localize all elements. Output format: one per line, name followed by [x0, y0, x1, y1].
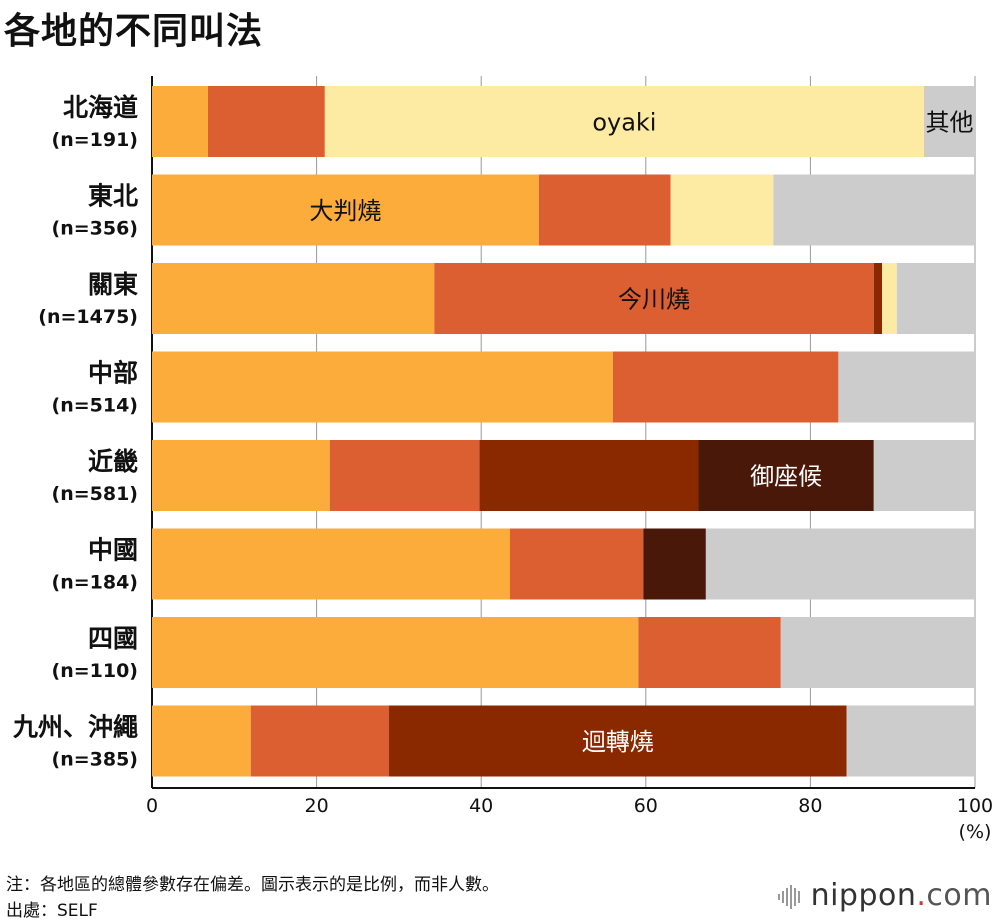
bar-segment — [434, 263, 874, 334]
category-name: 中國 — [88, 536, 138, 565]
bar-segment — [152, 440, 330, 511]
category-name: 近畿 — [88, 447, 138, 476]
brand-mark-icon — [777, 884, 800, 909]
bar-segment — [152, 86, 208, 157]
x-tick-label: 40 — [469, 795, 493, 817]
bar-segment — [643, 528, 706, 600]
bar-annotation: 其他 — [925, 109, 973, 137]
bar-segment — [538, 174, 671, 246]
bar-annotation: 御座候 — [750, 463, 822, 491]
bar-segment — [152, 528, 511, 600]
category-name: 中部 — [88, 359, 138, 388]
bar-segment — [152, 617, 639, 688]
bars — [152, 86, 975, 777]
bar-segment — [780, 617, 975, 688]
brand-suffix: com — [926, 878, 992, 913]
category-name: 九州、沖繩 — [12, 713, 138, 742]
x-axis-unit-label: (%) — [959, 821, 992, 843]
bar-annotation: 今川燒 — [618, 286, 690, 314]
x-tick-label: 100 — [957, 795, 993, 817]
category-name: 東北 — [88, 182, 138, 211]
bar-segment — [873, 440, 975, 511]
bar-segment — [923, 86, 975, 157]
brand-name: nippon — [810, 878, 917, 913]
bar-segment — [389, 705, 847, 777]
bar-annotation: oyaki — [592, 109, 656, 137]
bar-segment — [152, 705, 251, 777]
x-tick-labels: 0 20 40 60 80 100 — [146, 795, 993, 817]
category-sample-size: (n=191) — [52, 129, 138, 151]
chart-title: 各地的不同叫法 — [4, 11, 264, 52]
category-name: 北海道 — [63, 93, 138, 122]
x-tick-label: 20 — [305, 795, 329, 817]
bar-segment — [329, 440, 480, 511]
category-sample-size: (n=1475) — [38, 306, 138, 328]
bar-segment — [207, 86, 325, 157]
bar-segment — [250, 705, 390, 777]
bar-segment — [479, 440, 699, 511]
bar-segment — [896, 263, 975, 334]
bar-segment — [873, 263, 883, 334]
category-labels: 北海道 (n=191) 東北 (n=356) 關東 (n=1475) 中部 (n=514) 近畿… — [12, 93, 138, 771]
bar-segment — [152, 263, 435, 334]
category-sample-size: (n=514) — [52, 395, 138, 417]
category-sample-size: (n=581) — [52, 483, 138, 505]
source-note: 出處：SELF — [6, 901, 98, 921]
category-sample-size: (n=184) — [52, 572, 138, 594]
bar-annotation: 迴轉燒 — [582, 728, 654, 756]
bar-segment — [882, 263, 897, 334]
bar-segment — [324, 86, 924, 157]
bar-segment — [773, 174, 975, 246]
footnote: 注：各地區的總體參數存在偏差。圖示表示的是比例，而非人數。 — [6, 875, 499, 895]
x-tick-label: 80 — [798, 795, 822, 817]
bar-segment — [705, 528, 975, 600]
bar-segment — [152, 174, 539, 246]
bar-segment — [846, 705, 975, 777]
category-name: 關東 — [88, 270, 138, 299]
category-sample-size: (n=385) — [52, 749, 138, 771]
bar-segment — [670, 174, 774, 246]
brand-dot: . — [916, 878, 927, 913]
bar-segment — [698, 440, 874, 511]
bar-segment — [152, 351, 613, 423]
category-sample-size: (n=356) — [52, 218, 138, 240]
x-tick-label: 0 — [146, 795, 158, 817]
bar-annotation: 大判燒 — [309, 197, 381, 225]
bar-segment — [638, 617, 781, 688]
x-tick-label: 60 — [634, 795, 658, 817]
category-name: 四國 — [88, 624, 138, 653]
bar-segment — [838, 351, 975, 423]
bar-segment — [510, 528, 644, 600]
bar-segment — [612, 351, 839, 423]
category-sample-size: (n=110) — [52, 660, 138, 682]
brand-logo: nippon.com — [777, 878, 992, 913]
